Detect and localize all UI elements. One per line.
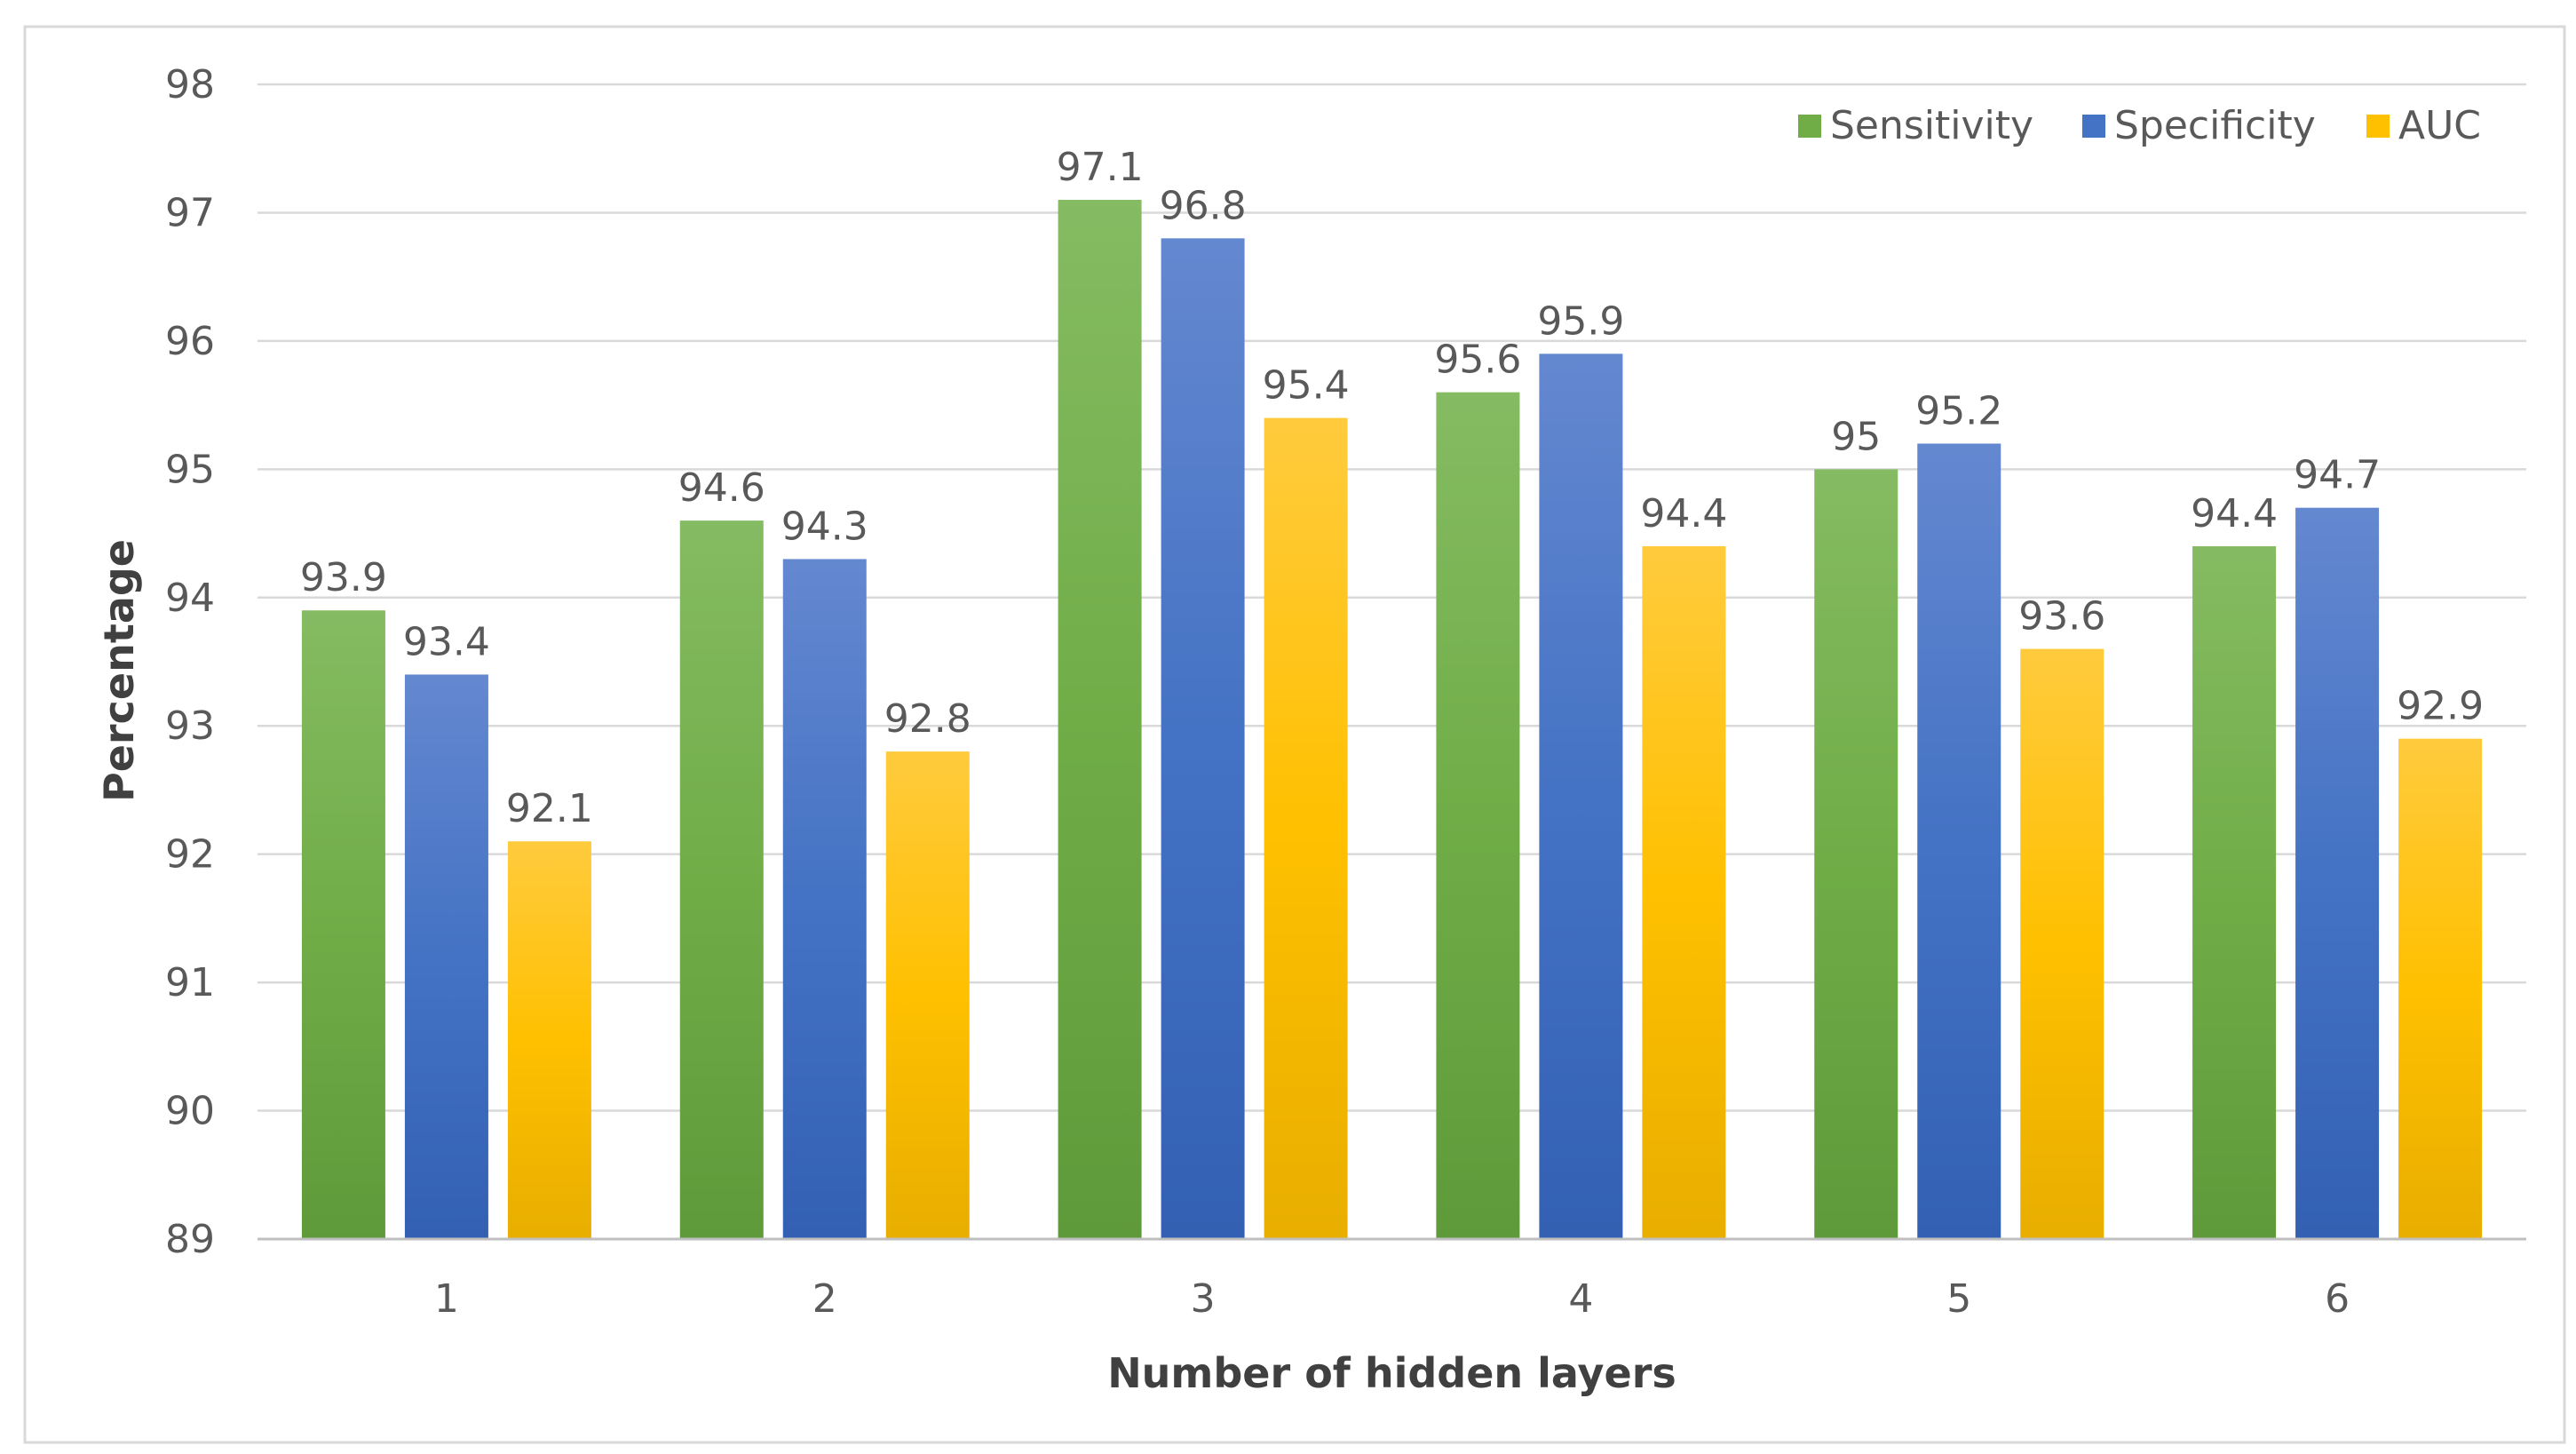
data-label-auc-1: 92.1 <box>506 786 593 831</box>
x-tick-label: 5 <box>1946 1276 1971 1322</box>
gridlines <box>258 83 2526 1112</box>
data-label-sensitivity-4: 95.6 <box>1434 338 1521 383</box>
x-axis-title: Number of hidden layers <box>1107 1349 1676 1397</box>
bars <box>301 200 2483 1240</box>
legend: Sensitivity Specificity AUC <box>1798 103 2481 148</box>
bar-auc-2 <box>885 751 970 1239</box>
bar-auc-4 <box>1642 546 1726 1239</box>
bar-specificity-1 <box>404 674 488 1239</box>
bar-specificity-2 <box>782 559 867 1239</box>
data-label-specificity-1: 93.4 <box>403 619 490 664</box>
x-tick-label: 6 <box>2325 1276 2350 1322</box>
data-label-specificity-5: 95.2 <box>1915 388 2002 433</box>
axes: 89 90 91 92 93 94 95 96 97 98 1 2 3 4 5 6 <box>165 62 2526 1322</box>
data-label-specificity-3: 96.8 <box>1160 183 1247 228</box>
data-label-auc-5: 93.6 <box>2018 594 2105 640</box>
legend-swatch-sensitivity <box>1798 115 1821 138</box>
legend-label-auc: AUC <box>2398 103 2481 148</box>
bar-auc-5 <box>2020 648 2104 1239</box>
y-tick-label: 97 <box>165 190 215 235</box>
x-tick-label: 4 <box>1568 1276 1593 1322</box>
legend-label-sensitivity: Sensitivity <box>1830 103 2033 148</box>
bar-specificity-3 <box>1161 238 1245 1239</box>
bar-auc-6 <box>2398 738 2483 1239</box>
data-label-auc-6: 92.9 <box>2397 684 2484 729</box>
y-tick-label: 95 <box>165 447 215 492</box>
x-tick-label: 1 <box>434 1276 459 1322</box>
y-tick-label: 92 <box>165 832 215 878</box>
data-label-sensitivity-2: 94.6 <box>678 465 765 511</box>
data-labels: 93.9 93.4 92.1 94.6 94.3 92.8 97.1 96.8 95.4 95.6… <box>300 145 2484 831</box>
bar-sensitivity-5 <box>1814 469 1898 1239</box>
data-label-sensitivity-5: 95 <box>1831 414 1881 459</box>
data-label-auc-4: 94.4 <box>1640 491 1727 536</box>
data-label-auc-2: 92.8 <box>884 696 971 742</box>
x-tick-label: 2 <box>812 1276 837 1322</box>
data-label-specificity-6: 94.7 <box>2294 453 2381 498</box>
y-tick-label: 90 <box>165 1089 215 1134</box>
data-label-sensitivity-3: 97.1 <box>1057 145 1144 190</box>
bar-sensitivity-4 <box>1436 392 1520 1240</box>
data-label-sensitivity-1: 93.9 <box>300 555 387 600</box>
data-label-specificity-4: 95.9 <box>1537 298 1624 344</box>
bar-specificity-4 <box>1539 354 1623 1239</box>
legend-swatch-specificity <box>2082 115 2105 138</box>
bar-auc-1 <box>507 841 591 1239</box>
bar-auc-3 <box>1264 417 1348 1239</box>
y-tick-label: 98 <box>165 62 215 107</box>
legend-swatch-auc <box>2366 115 2390 138</box>
bar-sensitivity-1 <box>301 610 385 1239</box>
y-tick-label: 89 <box>165 1217 215 1262</box>
bar-sensitivity-6 <box>2192 546 2277 1239</box>
y-tick-label: 91 <box>165 960 215 1005</box>
data-label-sensitivity-6: 94.4 <box>2191 491 2278 536</box>
legend-label-specificity: Specificity <box>2114 103 2316 148</box>
bar-sensitivity-2 <box>679 520 764 1239</box>
y-tick-label: 93 <box>165 703 215 749</box>
data-label-auc-3: 95.4 <box>1263 363 1350 409</box>
y-tick-label: 96 <box>165 319 215 364</box>
bar-sensitivity-3 <box>1058 200 1142 1239</box>
bar-specificity-5 <box>1917 443 2001 1239</box>
bar-specificity-6 <box>2295 507 2380 1239</box>
y-tick-label: 94 <box>165 576 215 621</box>
data-label-specificity-2: 94.3 <box>781 504 868 549</box>
x-tick-label: 3 <box>1191 1276 1216 1322</box>
y-axis-title: Percentage <box>95 539 143 802</box>
